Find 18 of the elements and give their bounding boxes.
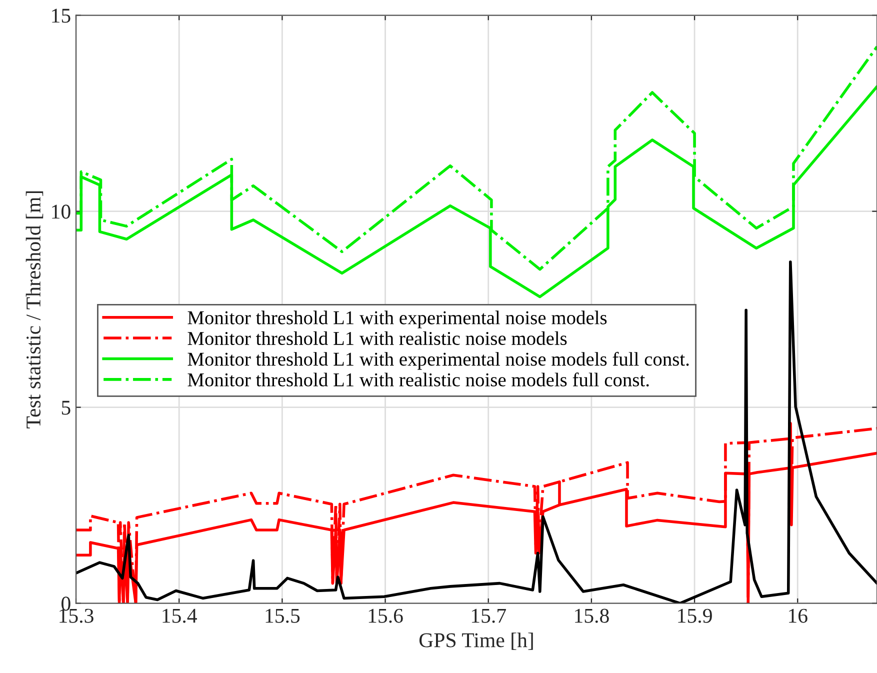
- legend-label: Monitor threshold L1 with experimental noise models: [188, 310, 607, 328]
- x-tick-label: 15.9: [678, 608, 712, 623]
- x-tick-label: 15.8: [575, 608, 609, 623]
- y-tick-label: 5: [62, 400, 70, 415]
- y-tick-label: 10: [52, 204, 70, 219]
- y-tick-label: 15: [52, 8, 70, 23]
- x-tick-label: 16: [789, 608, 808, 623]
- y-axis-title: Test statistic / Threshold [m]: [26, 191, 44, 428]
- legend-label: Monitor threshold L1 with experimental noise models full const.: [188, 352, 689, 370]
- x-tick-label: 15.5: [266, 608, 300, 623]
- y-tick-label: 0: [62, 596, 70, 611]
- x-tick-label: 15.7: [472, 608, 506, 623]
- x-axis-title: GPS Time [h]: [419, 632, 533, 650]
- legend-label: Monitor threshold L1 with realistic noise models: [188, 331, 567, 346]
- x-tick-label: 15.6: [368, 608, 403, 623]
- x-tick-label: 15.3: [60, 608, 94, 623]
- x-tick-label: 15.4: [162, 608, 197, 623]
- legend-label: Monitor threshold L1 with realistic noise models full const.: [188, 372, 649, 387]
